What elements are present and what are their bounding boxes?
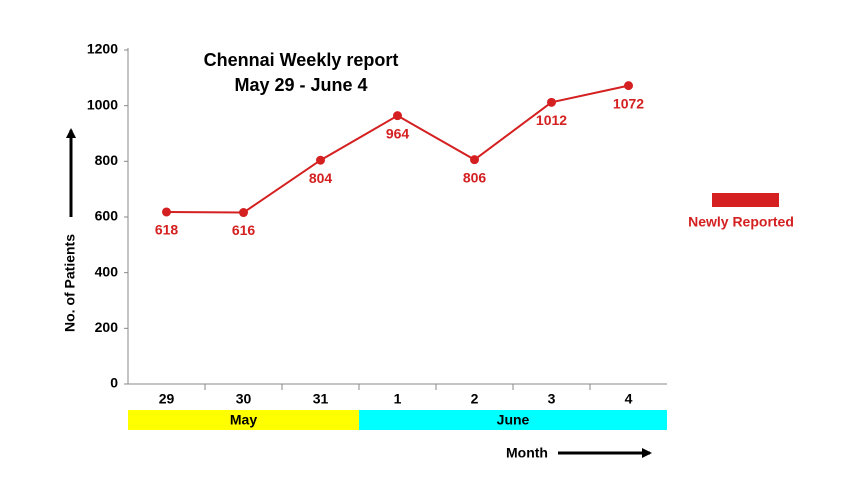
y-tick-label: 800 (95, 152, 119, 168)
point (162, 207, 171, 217)
x-tick-label: 31 (313, 391, 329, 407)
point (547, 97, 556, 107)
chart-title: Chennai Weekly report (204, 50, 399, 70)
month-label: June (497, 412, 530, 428)
month-band (128, 410, 359, 430)
y-axis-label: No. of Patients (62, 234, 78, 332)
y-tick-label: 0 (110, 375, 118, 391)
value-label: 1012 (536, 112, 567, 128)
point (239, 208, 248, 218)
value-label: 618 (155, 222, 179, 238)
point (393, 111, 402, 121)
y-tick-label: 1000 (87, 96, 118, 112)
x-axis-label: Month (506, 445, 548, 461)
x-tick-label: 29 (159, 391, 175, 407)
chart-subtitle: May 29 - June 4 (234, 75, 367, 95)
value-label: 616 (232, 222, 256, 238)
point (316, 155, 325, 165)
legend-swatch (712, 193, 779, 207)
x-tick-label: 4 (625, 391, 633, 407)
y-tick-label: 400 (95, 263, 119, 279)
legend-label: Newly Reported (688, 214, 794, 230)
x-tick-label: 1 (394, 391, 402, 407)
y-tick-label: 1200 (87, 41, 118, 57)
x-tick-label: 3 (548, 391, 556, 407)
y-tick-label: 200 (95, 319, 119, 335)
point (470, 155, 479, 165)
value-label: 964 (386, 125, 410, 141)
x-tick-label: 2 (471, 391, 479, 407)
x-tick-label: 30 (236, 391, 252, 407)
point (624, 81, 633, 91)
y-tick-label: 600 (95, 208, 119, 224)
value-label: 806 (463, 169, 487, 185)
value-label: 1072 (613, 95, 644, 111)
month-band (359, 410, 667, 430)
month-label: May (230, 412, 257, 428)
value-label: 804 (309, 170, 333, 186)
